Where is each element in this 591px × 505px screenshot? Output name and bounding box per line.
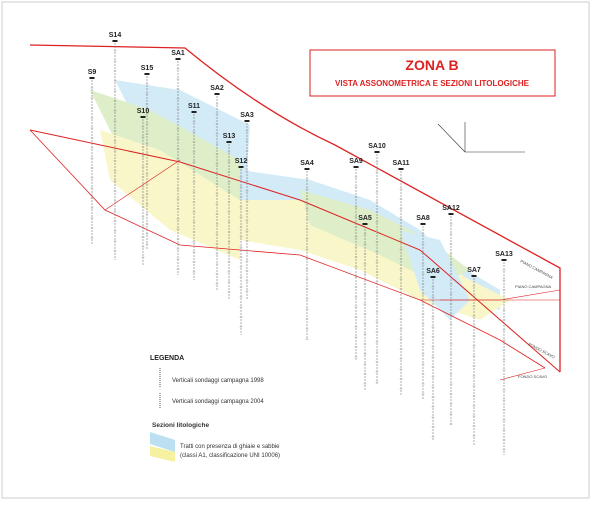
gravel-band — [300, 190, 470, 285]
ground-line — [29, 44, 561, 372]
borehole-label: SA7 — [467, 267, 481, 274]
borehole-head — [89, 77, 95, 79]
borehole-label: SA2 — [210, 85, 224, 92]
borehole-head — [226, 141, 232, 143]
borehole-head — [471, 275, 477, 277]
boreholes: S14 SA1 S9 S15 S10 S11 SA2 SA3 S13 S12 SA4 SA9 SA10 S… — [88, 32, 513, 455]
borehole-head — [175, 58, 181, 60]
section-line — [499, 367, 546, 381]
legend-swatch — [150, 446, 175, 462]
legend-subtitle: Sezioni litologiche — [152, 422, 209, 429]
borehole-label: SA8 — [416, 215, 430, 222]
borehole-label: SA5 — [358, 215, 372, 222]
borehole-label: S9 — [88, 69, 97, 76]
borehole-label: S15 — [141, 65, 154, 72]
borehole-label: SA9 — [349, 158, 363, 165]
borehole-head — [214, 93, 220, 95]
ground-line — [29, 129, 561, 373]
gravel-band — [400, 230, 470, 320]
borehole-label: SA3 — [240, 112, 254, 119]
legend-swatch — [150, 432, 175, 452]
gravel-band — [240, 200, 510, 320]
title-box — [309, 49, 556, 97]
legend-title: LEGENDA — [150, 355, 184, 362]
gravel-band — [240, 170, 500, 310]
borehole-label: SA4 — [300, 160, 314, 167]
legend: LEGENDA Verticali sondaggi campagna 1998… — [150, 355, 280, 462]
borehole-label: SA11 — [392, 160, 409, 167]
subtitle: VISTA ASSONOMETRICA E SEZIONI LITOLOGICH… — [335, 79, 530, 88]
profile-label: FONDO SCAVO — [518, 374, 547, 379]
sections — [90, 80, 510, 320]
borehole-head — [430, 276, 436, 278]
borehole-head — [191, 111, 197, 113]
borehole-head — [501, 259, 507, 261]
borehole-label: SA1 — [171, 50, 185, 57]
borehole-label: S10 — [137, 108, 150, 115]
axes-icon — [437, 122, 525, 153]
borehole-head — [244, 120, 250, 122]
borehole-label: S14 — [109, 32, 122, 39]
borehole-head — [374, 151, 380, 153]
borehole-head — [304, 168, 310, 170]
borehole-head — [238, 166, 244, 168]
profiles — [29, 44, 561, 381]
legend-item: Tratti con presenza di ghiaie e sabbie — [180, 444, 280, 450]
borehole-head — [448, 213, 454, 215]
borehole-label: S12 — [235, 158, 248, 165]
borehole-head — [144, 73, 150, 75]
borehole-head — [420, 223, 426, 225]
legend-item: Verticali sondaggi campagna 2004 — [172, 399, 264, 405]
borehole-head — [140, 116, 146, 118]
borehole-head — [398, 168, 404, 170]
borehole-head — [362, 223, 368, 225]
borehole-head — [353, 166, 359, 168]
borehole-head — [112, 40, 118, 42]
borehole-label: SA12 — [442, 205, 460, 212]
profile-label: PIANO CAMPAGNA — [515, 284, 551, 289]
borehole-label: S13 — [223, 133, 236, 140]
borehole-label: SA6 — [426, 268, 440, 275]
borehole-label: S11 — [188, 103, 200, 110]
legend-item: Verticali sondaggi campagna 1998 — [172, 378, 264, 384]
gravel-band — [115, 80, 250, 200]
title: ZONA B — [405, 57, 458, 73]
section-line — [104, 159, 181, 211]
borehole-label: SA10 — [368, 143, 386, 150]
borehole-label: SA13 — [495, 251, 513, 258]
gravel-band — [100, 130, 240, 260]
legend-item: (classi A1, classificazione UNI 10006) — [180, 453, 280, 459]
